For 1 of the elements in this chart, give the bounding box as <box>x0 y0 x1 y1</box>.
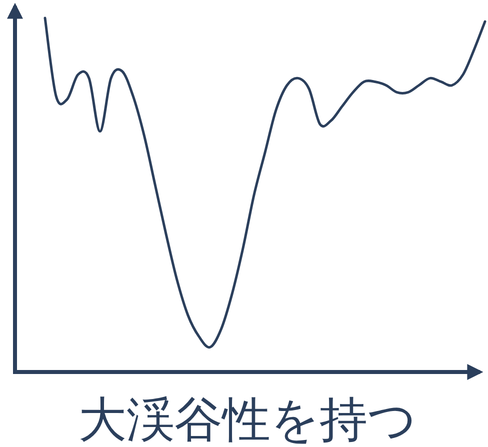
xlabel: 大渓谷性を持つ <box>78 392 416 447</box>
